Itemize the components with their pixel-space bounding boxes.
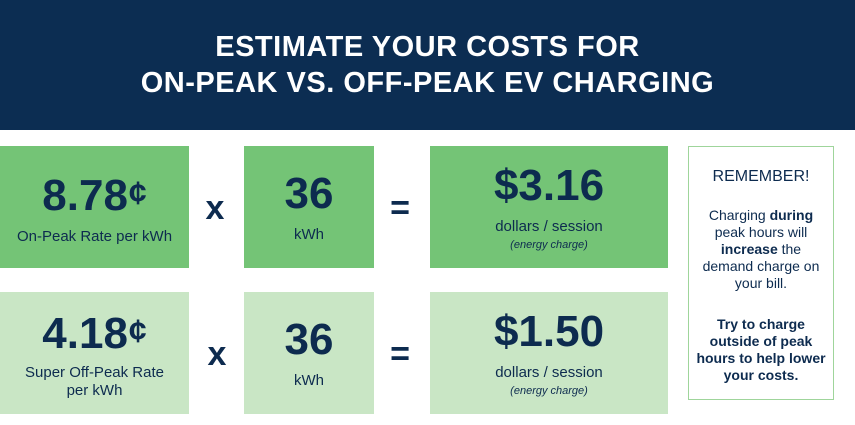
remember-tip: Try to charge outside of peak hours to h… [696, 316, 826, 383]
equals-sign: = [390, 189, 410, 227]
super-off-peak-cost-label: dollars / session [495, 364, 603, 381]
super-off-peak-rate-label: Super Off-Peak Rate per kWh [25, 363, 164, 399]
on-peak-kwh-label: kWh [294, 226, 324, 243]
remember-heading: REMEMBER! [712, 168, 810, 185]
super-off-peak-cost-box: $1.50 dollars / session (energy charge) [430, 292, 668, 414]
on-peak-rate-label: On-Peak Rate per kWh [16, 227, 173, 245]
on-peak-rate-box: 8.78¢ On-Peak Rate per kWh [0, 146, 189, 268]
super-off-peak-rate-box: 4.18¢ Super Off-Peak Rate per kWh [0, 292, 189, 414]
on-peak-kwh-box: 36 kWh [244, 146, 374, 268]
on-peak-cost-note: (energy charge) [510, 239, 588, 251]
cent-sign: ¢ [128, 174, 147, 211]
multiply-sign: x [205, 189, 225, 227]
equals-sign: = [390, 335, 410, 373]
super-off-peak-kwh-value: 36 [284, 315, 334, 364]
cent-sign: ¢ [128, 312, 147, 349]
super-off-peak-cost-note: (energy charge) [510, 385, 588, 397]
on-peak-rate-value: 8.78¢ [42, 170, 147, 220]
on-peak-cost-label: dollars / session [495, 218, 603, 235]
banner-title-line-1: ESTIMATE YOUR COSTS FOR [215, 31, 640, 63]
super-off-peak-kwh-box: 36 kWh [244, 292, 374, 414]
super-off-peak-kwh-label: kWh [294, 372, 324, 389]
on-peak-cost-box: $3.16 dollars / session (energy charge) [430, 146, 668, 268]
on-peak-kwh-value: 36 [284, 169, 334, 218]
multiply-sign: x [207, 335, 227, 373]
header-banner: ESTIMATE YOUR COSTS FOR ON-PEAK VS. OFF-… [0, 0, 855, 130]
banner-title-line-2: ON-PEAK VS. OFF-PEAK EV CHARGING [140, 67, 715, 99]
remember-body: Charging during peak hours will increase… [702, 207, 820, 291]
on-peak-cost-value: $3.16 [493, 161, 605, 210]
remember-panel: REMEMBER! Charging during peak hours wil… [688, 146, 834, 400]
super-off-peak-cost-value: $1.50 [493, 307, 605, 356]
super-off-peak-rate-value: 4.18¢ [42, 308, 147, 358]
